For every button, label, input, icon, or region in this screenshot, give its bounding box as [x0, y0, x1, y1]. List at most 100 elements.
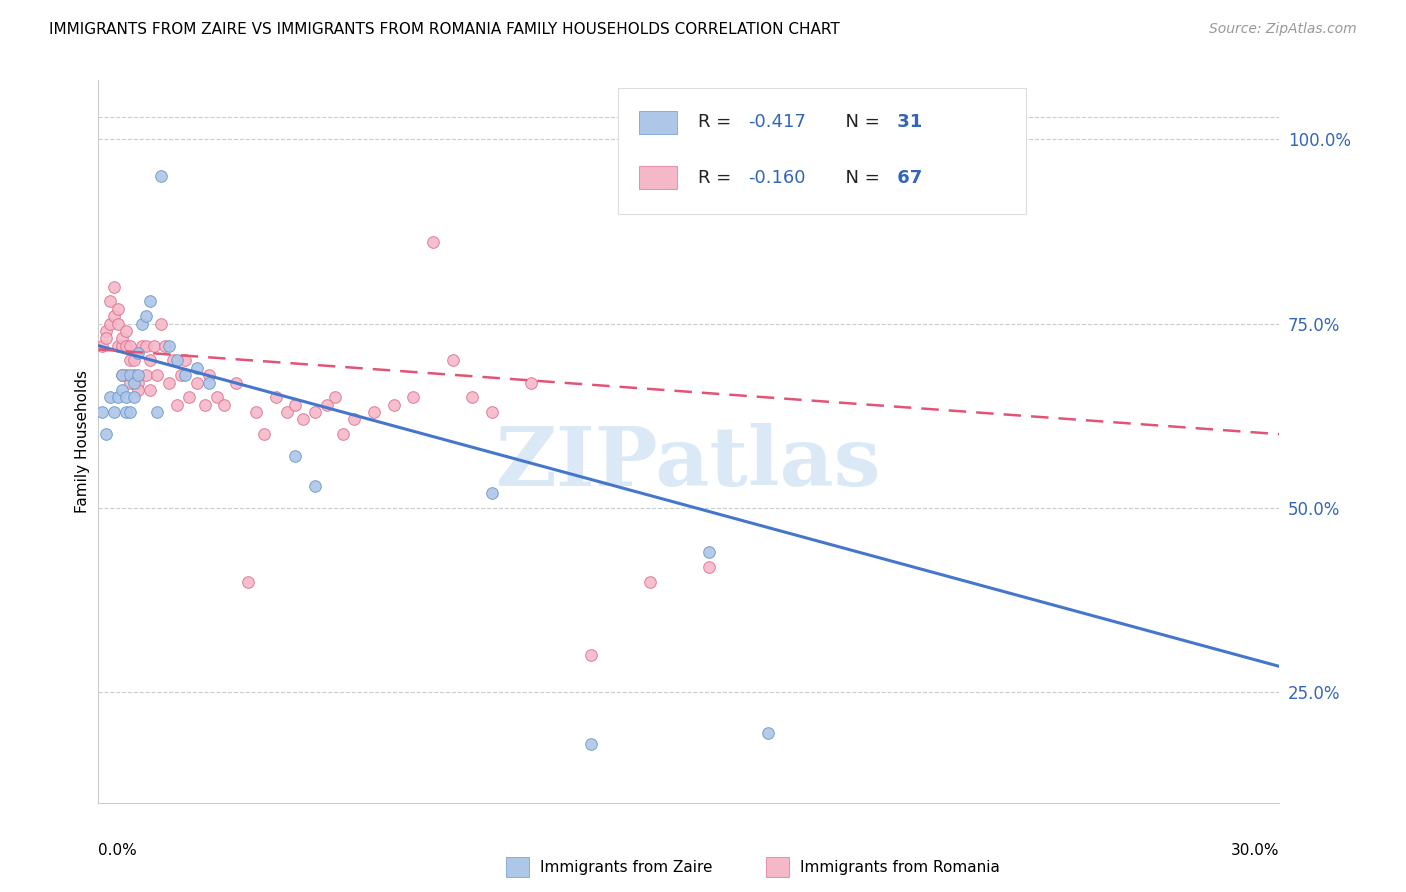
Point [135, 339, 157, 353]
Point [138, 383, 160, 397]
Point [135, 309, 157, 323]
Point [127, 383, 149, 397]
Point [107, 317, 129, 331]
Point [142, 339, 165, 353]
Point [461, 390, 484, 404]
Text: R =: R = [699, 169, 737, 186]
Point [98, 294, 121, 309]
Point [98, 317, 121, 331]
Point [96, 427, 118, 442]
FancyBboxPatch shape [640, 166, 678, 189]
Point [150, 169, 173, 183]
Point [205, 390, 228, 404]
Point [111, 339, 134, 353]
Point [111, 368, 134, 383]
Point [166, 353, 188, 368]
Point [146, 368, 169, 383]
Point [107, 390, 129, 404]
Point [186, 376, 208, 390]
Point [166, 398, 188, 412]
Point [323, 390, 346, 404]
Point [315, 398, 337, 412]
Text: 30.0%: 30.0% [1232, 843, 1279, 857]
Point [170, 368, 193, 383]
Point [122, 368, 145, 383]
Point [115, 368, 138, 383]
Point [115, 339, 138, 353]
Point [138, 353, 160, 368]
Text: ZIPatlas: ZIPatlas [496, 423, 882, 503]
Point [441, 353, 464, 368]
Point [111, 331, 134, 345]
Text: N =: N = [834, 113, 880, 131]
Point [146, 405, 169, 419]
Point [638, 574, 661, 589]
Text: R =: R = [699, 113, 737, 131]
Point [118, 353, 141, 368]
Point [115, 390, 138, 404]
Point [103, 405, 125, 419]
Point [155, 339, 177, 353]
Point [186, 360, 208, 375]
Point [253, 427, 276, 442]
Point [174, 368, 197, 383]
Point [292, 412, 315, 426]
Point [177, 390, 200, 404]
Point [91, 339, 114, 353]
Point [138, 294, 160, 309]
Point [127, 346, 149, 360]
Point [131, 317, 153, 331]
Text: Immigrants from Romania: Immigrants from Romania [800, 860, 1000, 874]
Text: 0.0%: 0.0% [98, 843, 138, 857]
Point [363, 405, 385, 419]
Point [197, 376, 219, 390]
Point [127, 376, 149, 390]
Point [122, 353, 145, 368]
Text: -0.160: -0.160 [748, 169, 806, 186]
Point [111, 383, 134, 397]
Point [96, 324, 118, 338]
Point [481, 486, 503, 500]
Point [118, 376, 141, 390]
Point [162, 353, 184, 368]
Point [481, 405, 503, 419]
Point [118, 339, 141, 353]
Point [343, 412, 366, 426]
Text: -0.417: -0.417 [748, 113, 806, 131]
Point [332, 427, 354, 442]
Text: 67: 67 [891, 169, 922, 186]
Point [236, 574, 259, 589]
Point [382, 398, 405, 412]
Point [103, 309, 125, 323]
FancyBboxPatch shape [619, 87, 1025, 214]
Point [157, 339, 180, 353]
Point [264, 390, 287, 404]
Point [174, 353, 197, 368]
Point [422, 235, 444, 250]
Point [284, 398, 307, 412]
Point [304, 405, 326, 419]
Text: Source: ZipAtlas.com: Source: ZipAtlas.com [1209, 22, 1357, 37]
Point [135, 368, 157, 383]
Point [98, 390, 121, 404]
Point [111, 368, 134, 383]
Point [91, 405, 114, 419]
Point [194, 398, 217, 412]
Point [122, 376, 145, 390]
Point [402, 390, 425, 404]
Text: Immigrants from Zaire: Immigrants from Zaire [540, 860, 713, 874]
Point [520, 376, 543, 390]
Point [197, 368, 219, 383]
Point [150, 317, 173, 331]
Point [127, 368, 149, 383]
Point [697, 545, 720, 559]
Point [276, 405, 298, 419]
Point [214, 398, 236, 412]
Point [115, 405, 138, 419]
Point [107, 339, 129, 353]
Text: IMMIGRANTS FROM ZAIRE VS IMMIGRANTS FROM ROMANIA FAMILY HOUSEHOLDS CORRELATION C: IMMIGRANTS FROM ZAIRE VS IMMIGRANTS FROM… [49, 22, 839, 37]
Text: 31: 31 [891, 113, 922, 131]
Point [225, 376, 247, 390]
Point [115, 324, 138, 338]
Point [118, 405, 141, 419]
